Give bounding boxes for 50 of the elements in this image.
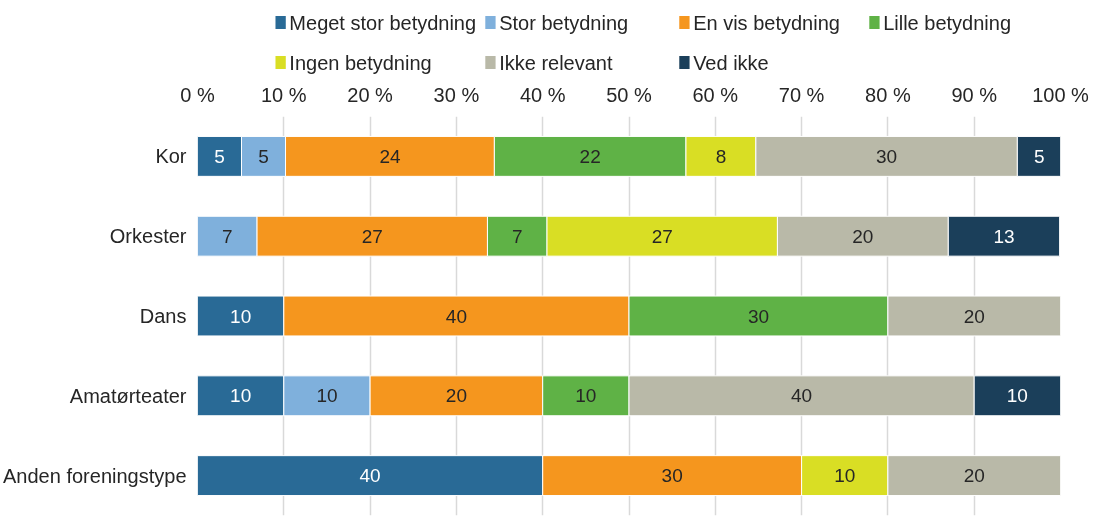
- data-label: 10: [316, 385, 338, 407]
- data-label: 5: [258, 145, 269, 167]
- data-label: 7: [511, 225, 523, 247]
- data-label: 10: [834, 465, 856, 487]
- data-label: 20: [852, 225, 874, 247]
- data-label: 40: [359, 465, 381, 487]
- data-label: 10: [230, 305, 252, 327]
- legend-label: Meget stor betydning: [289, 11, 477, 34]
- data-label: 30: [747, 305, 770, 327]
- x-tick-label: 60 %: [692, 83, 739, 106]
- legend-label: Ved ikke: [693, 51, 769, 74]
- x-tick-label: 70 %: [778, 83, 825, 106]
- data-label: 10: [575, 385, 597, 407]
- y-tick-label: Dans: [139, 305, 187, 327]
- data-label: 10: [230, 385, 252, 407]
- data-label: 20: [445, 385, 467, 407]
- y-tick-label: Amatørteater: [69, 384, 187, 407]
- x-tick-label: 80 %: [865, 83, 911, 106]
- data-label: 22: [579, 145, 601, 167]
- x-tick-label: 0 %: [180, 83, 215, 106]
- legend-label: Lille betydning: [883, 11, 1012, 34]
- legend-label: Ikke relevant: [499, 51, 613, 74]
- x-tick-label: 20 %: [347, 83, 394, 106]
- data-label: 7: [221, 225, 233, 247]
- data-label: 13: [993, 225, 1015, 247]
- legend-label: En vis betydning: [693, 11, 840, 34]
- y-tick-label: Anden foreningstype: [3, 464, 187, 487]
- data-label: 27: [361, 225, 383, 247]
- data-label: 30: [661, 465, 683, 487]
- data-label: 40: [445, 305, 467, 327]
- x-tick-label: 50 %: [606, 83, 653, 106]
- x-tick-label: 30 %: [433, 83, 480, 106]
- x-tick-label: 100 %: [1032, 83, 1090, 106]
- data-label: 24: [379, 145, 401, 167]
- y-tick-label: Kor: [155, 145, 187, 168]
- data-label: 20: [963, 305, 985, 327]
- x-tick-label: 90 %: [951, 83, 998, 106]
- data-label: 8: [715, 145, 727, 167]
- data-label: 40: [791, 385, 813, 407]
- legend-label: Ingen betydning: [289, 51, 432, 74]
- y-tick-label: Orkester: [109, 225, 187, 248]
- data-label: 5: [214, 145, 225, 167]
- data-label: 10: [1006, 385, 1028, 407]
- data-label: 30: [876, 145, 898, 167]
- legend-label: Stor betydning: [499, 11, 629, 34]
- x-tick-label: 10 %: [261, 83, 307, 106]
- data-label: 20: [963, 465, 985, 487]
- data-label: 5: [1034, 145, 1045, 167]
- x-tick-label: 40 %: [519, 83, 566, 106]
- data-label: 27: [651, 225, 673, 247]
